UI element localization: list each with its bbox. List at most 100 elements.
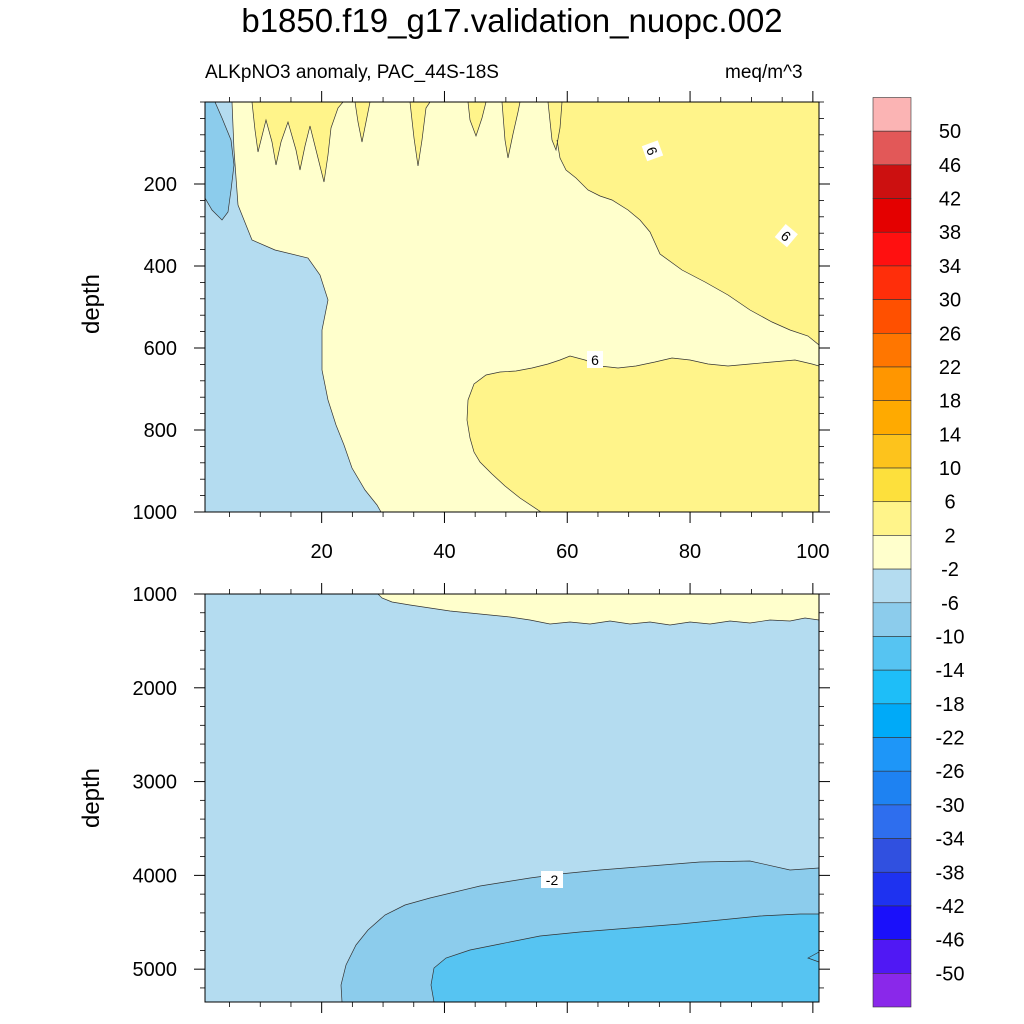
upper-y-tick-label: 600	[144, 338, 177, 360]
upper-contour-minus2-a	[205, 102, 235, 221]
colorbar-box	[872, 164, 912, 199]
colorbar-box	[872, 804, 912, 839]
colorbar-box	[872, 198, 912, 233]
lower-panel-fills	[205, 594, 819, 1002]
axes: 20 40 60 80 100 200 400 600 800 1000 1000 2000 3000 4…	[133, 91, 830, 1013]
colorbar-label: 34	[939, 256, 961, 278]
colorbar-label: -30	[936, 795, 965, 817]
upper-y-tick-label: 800	[144, 420, 177, 442]
upper-fill-6-to-10-core	[467, 356, 819, 512]
colorbar-label: 50	[939, 121, 961, 143]
colorbar-label: 6	[944, 492, 955, 514]
upper-x-tick-label: 100	[796, 541, 829, 563]
colorbar-box	[872, 602, 912, 637]
upper-plot-frame	[204, 101, 820, 513]
colorbar-label: -2	[941, 559, 959, 581]
colorbar-box	[872, 973, 912, 1008]
colorbar-label: 18	[939, 391, 961, 413]
colorbar-label: -42	[936, 896, 965, 918]
upper-y-tick-label: 400	[144, 256, 177, 278]
lower-contour-minus6	[430, 913, 819, 1002]
colorbar-label: 10	[939, 458, 961, 480]
colorbar-box	[872, 939, 912, 974]
upper-fill-6-to-10-streaks-a	[252, 102, 343, 182]
lower-y-tick-label: 1000	[133, 584, 178, 606]
colorbar: 50 46 42 38 34 30 26 22 18 14 10 6 2 -2 -6 -10 -14 -18 -22…	[872, 97, 965, 1008]
panel-subtitle-variable: ALKpNO3 anomaly, PAC_44S-18S	[205, 62, 499, 83]
upper-y-tick-label: 1000	[133, 502, 178, 524]
lower-fill-minus10-to-minus6	[431, 914, 819, 1002]
colorbar-box	[872, 838, 912, 873]
upper-x-tick-label: 40	[433, 541, 455, 563]
lower-y-tick-label: 3000	[133, 772, 178, 794]
colorbar-label: 2	[944, 525, 955, 547]
colorbar-label: 38	[939, 222, 961, 244]
lower-contour-minus2	[340, 860, 819, 1002]
colorbar-box	[872, 434, 912, 469]
colorbar-box	[872, 568, 912, 604]
colorbar-label: -22	[936, 728, 965, 750]
colorbar-label: -26	[936, 761, 965, 783]
colorbar-label: -14	[936, 660, 965, 682]
colorbar-box	[872, 130, 912, 166]
colorbar-label: 26	[939, 323, 961, 345]
colorbar-label: -18	[936, 694, 965, 716]
lower-y-tick-label: 2000	[133, 678, 178, 700]
colorbar-box	[872, 400, 912, 435]
upper-contour-6-core	[466, 355, 819, 512]
lower-plot-frame	[204, 593, 820, 1003]
colorbar-box	[872, 265, 912, 300]
lower-contour-lines	[340, 594, 819, 1002]
colorbar-box	[872, 97, 912, 132]
upper-contour-lines	[205, 102, 819, 512]
contour-label-6-c: 6	[591, 352, 599, 368]
colorbar-label: 46	[939, 155, 961, 177]
colorbar-label: -10	[936, 626, 965, 648]
upper-fill-6-to-10-east-surface	[557, 102, 819, 345]
lower-fill-2-to-6	[378, 594, 819, 625]
colorbar-label: -6	[941, 593, 959, 615]
colorbar-box	[872, 366, 912, 401]
colorbar-label: 30	[939, 290, 961, 312]
colorbar-box	[872, 299, 912, 334]
colorbar-box	[872, 770, 912, 806]
upper-fill-6-to-10-streaks-b	[355, 102, 562, 166]
upper-x-tick-label: 80	[679, 541, 701, 563]
colorbar-box	[872, 737, 912, 772]
colorbar-label: -38	[936, 862, 965, 884]
colorbar-label: 22	[939, 357, 961, 379]
lower-y-tick-label: 4000	[133, 865, 178, 887]
colorbar-box	[872, 703, 912, 738]
upper-fill-minus2-to-2	[205, 102, 381, 512]
upper-contour-labels: 6 6 6	[587, 140, 798, 368]
colorbar-label: 42	[939, 189, 961, 211]
lower-contour-minus10-sliver	[807, 951, 819, 963]
colorbar-box	[872, 871, 912, 907]
upper-contour-6-east	[556, 139, 819, 346]
colorbar-label: 14	[939, 424, 961, 446]
lower-contour-2	[377, 594, 819, 626]
upper-fill-minus6-to-minus2-a	[205, 102, 234, 220]
upper-panel-fills	[205, 102, 819, 512]
colorbar-box	[872, 467, 912, 503]
upper-x-tick-label: 60	[556, 541, 578, 563]
upper-contour-6-streaks	[251, 102, 563, 183]
upper-x-tick-label: 20	[311, 541, 333, 563]
colorbar-box	[872, 636, 912, 671]
panel-subtitle-units: meq/m^3	[725, 62, 803, 83]
upper-contour-2-west	[231, 102, 382, 512]
lower-y-tick-label: 5000	[133, 959, 178, 981]
colorbar-label: -46	[936, 930, 965, 952]
colorbar-box	[872, 332, 912, 368]
colorbar-box	[872, 231, 912, 267]
colorbar-label: -50	[936, 963, 965, 985]
colorbar-label: -34	[936, 829, 965, 851]
contour-label-minus2: -2	[546, 872, 559, 888]
colorbar-box	[872, 905, 912, 940]
upper-y-tick-label: 200	[144, 174, 177, 196]
colorbar-box	[872, 669, 912, 705]
colorbar-box	[872, 535, 912, 570]
page-title: b1850.f19_g17.validation_nuopc.002	[241, 2, 783, 39]
lower-contour-labels: -2	[541, 871, 563, 888]
